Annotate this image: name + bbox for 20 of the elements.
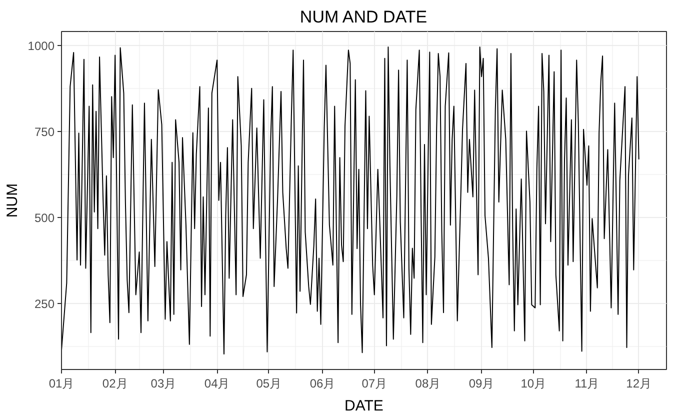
- y-tick-label: 750: [34, 124, 55, 139]
- x-tick-label: 12月: [626, 376, 652, 390]
- y-axis-title: NUM: [4, 183, 21, 218]
- x-tick-label: 03月: [150, 376, 176, 390]
- line-series: [62, 46, 640, 354]
- x-tick-label: 01月: [48, 376, 74, 390]
- x-tick-label: 08月: [415, 376, 441, 390]
- x-tick-label: 09月: [468, 376, 494, 390]
- chart-title: NUM AND DATE: [300, 8, 428, 26]
- x-tick-label: 06月: [310, 376, 336, 390]
- x-tick-label: 07月: [362, 376, 388, 390]
- x-axis-title: DATE: [344, 398, 384, 414]
- y-tick-label: 500: [34, 211, 55, 226]
- x-tick-label: 10月: [520, 376, 546, 390]
- x-tick-label: 05月: [256, 376, 282, 390]
- x-tick-label: 11月: [574, 376, 600, 390]
- y-tick-label: 250: [34, 297, 55, 312]
- x-tick-label: 04月: [204, 376, 230, 390]
- y-tick-label: 1000: [28, 38, 55, 53]
- x-tick-label: 02月: [102, 376, 128, 390]
